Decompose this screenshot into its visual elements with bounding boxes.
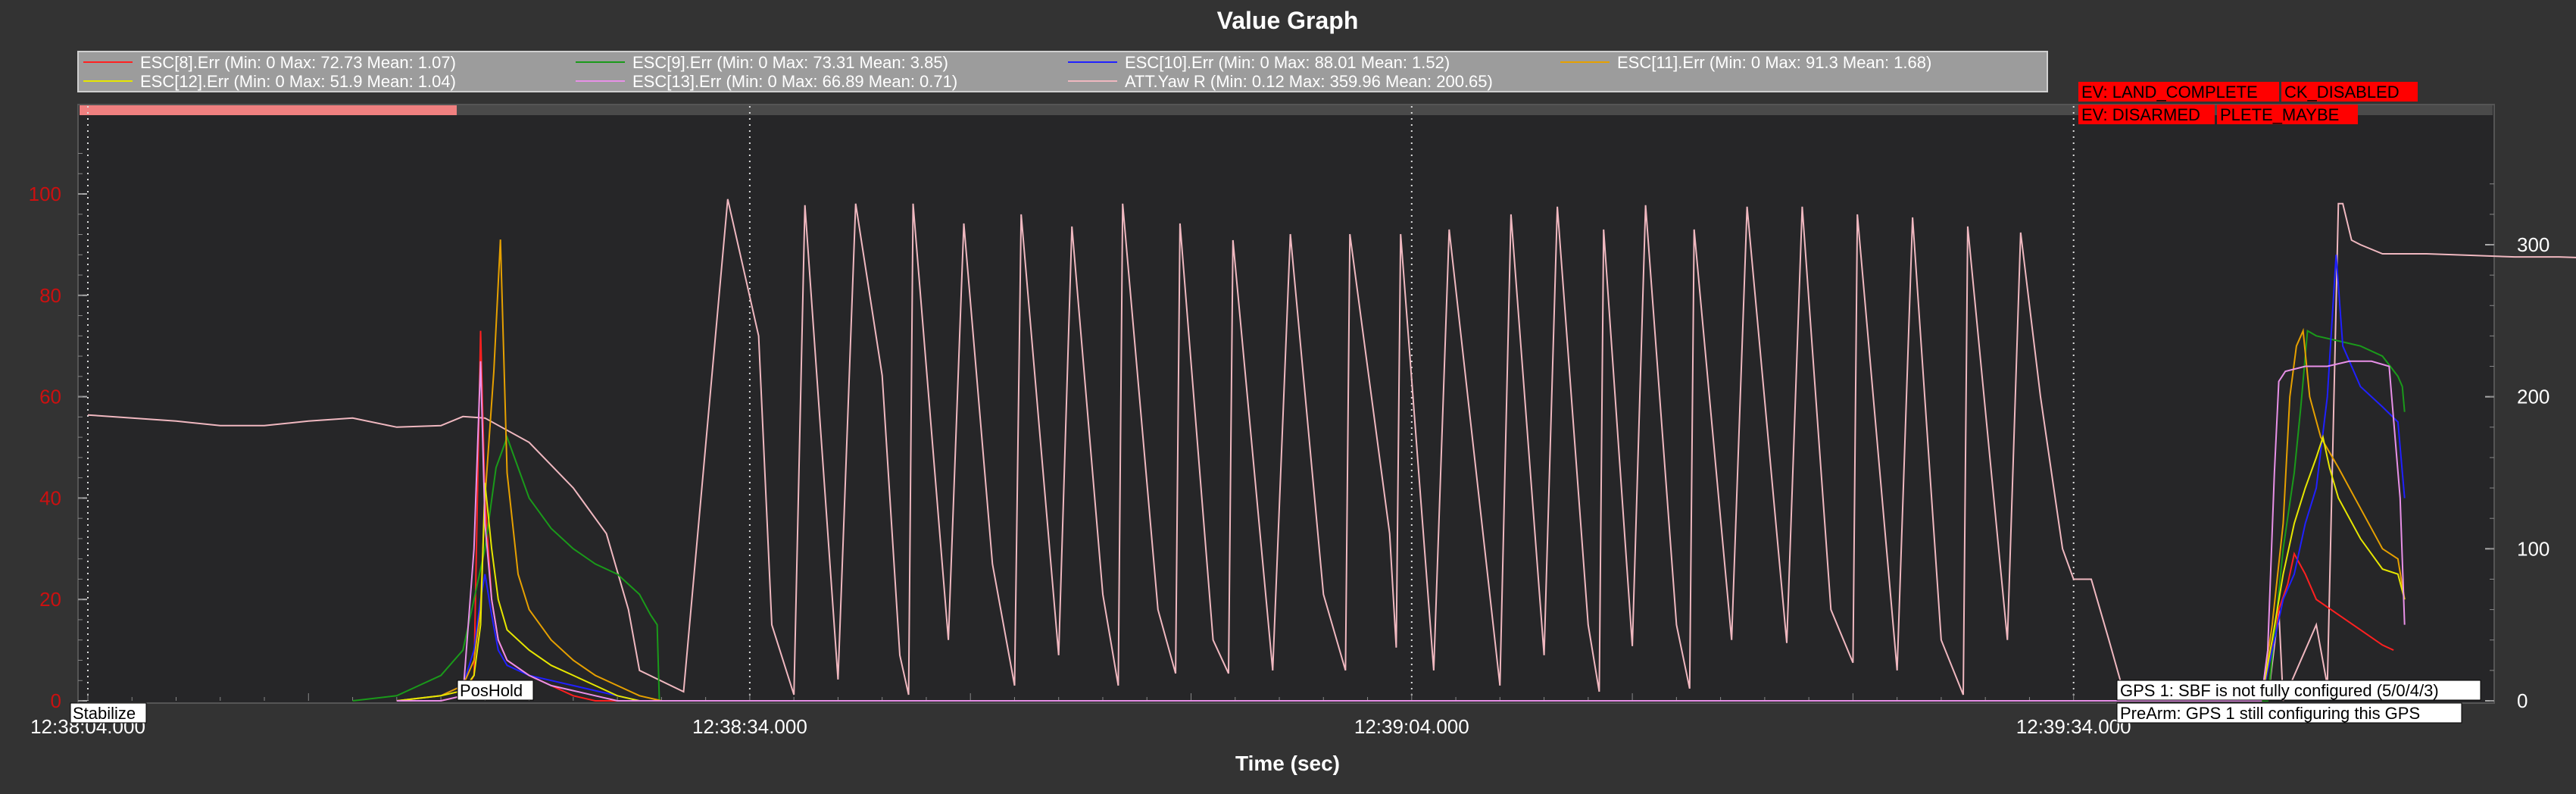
legend-entry: ESC[11].Err (Min: 0 Max: 91.3 Mean: 1.68… bbox=[1617, 53, 1931, 72]
left-tick-label: 40 bbox=[39, 486, 61, 509]
mode-tag-box-stabilize bbox=[70, 702, 147, 724]
legend-box bbox=[77, 51, 2048, 92]
x-axis-label: Time (sec) bbox=[1235, 752, 1340, 775]
legend-entry: ESC[12].Err (Min: 0 Max: 51.9 Mean: 1.04… bbox=[140, 72, 456, 91]
event-label-disarmed: EV: DISARMED bbox=[2081, 105, 2200, 124]
x-tick-label: 12:39:04.000 bbox=[1354, 715, 1469, 738]
mode-tag-poshold: PosHold bbox=[460, 681, 523, 700]
message-sbf-config: GPS 1: SBF is not fully configured (5/0/… bbox=[2120, 681, 2439, 700]
series-esc13-err bbox=[396, 360, 2406, 702]
event-label-plete-maybe: PLETE_MAYBE bbox=[2220, 105, 2339, 124]
legend: ESC[8].Err (Min: 0 Max: 72.73 Mean: 1.07… bbox=[77, 51, 2048, 92]
right-tick-label: 100 bbox=[2517, 537, 2549, 560]
series-esc8-err bbox=[396, 330, 2394, 702]
mode-tag-stabilize: Stabilize bbox=[73, 704, 136, 723]
right-tick-label: 200 bbox=[2517, 386, 2549, 408]
left-tick-label: 60 bbox=[39, 386, 61, 408]
x-tick-label: 12:39:34.000 bbox=[2016, 715, 2131, 738]
top-strip bbox=[457, 105, 2493, 115]
legend-entry: ESC[9].Err (Min: 0 Max: 73.31 Mean: 3.85… bbox=[632, 53, 948, 72]
legend-entry: ESC[13].Err (Min: 0 Max: 66.89 Mean: 0.7… bbox=[632, 72, 957, 91]
x-axis: 12:38:04.000 12:38:34.000 12:39:04.000 12:3… bbox=[30, 693, 2131, 738]
right-tick-label: 0 bbox=[2517, 689, 2528, 712]
x-tick-label: 12:38:34.000 bbox=[692, 715, 807, 738]
series-group bbox=[87, 198, 2576, 702]
plot-area bbox=[77, 104, 2495, 704]
message-box-2 bbox=[2116, 702, 2462, 724]
legend-entry: ATT.Yaw R (Min: 0.12 Max: 359.96 Mean: 2… bbox=[1125, 72, 1493, 91]
series-att-yaw-late bbox=[2267, 202, 2576, 702]
event-label-ck-disabled: CK_DISABLED bbox=[2284, 83, 2400, 102]
left-tick-label: 100 bbox=[29, 183, 61, 205]
left-y-axis: 0 20 40 60 80 100 bbox=[29, 152, 87, 712]
series-att-yaw bbox=[87, 198, 2125, 696]
legend-entry: ESC[10].Err (Min: 0 Max: 88.01 Mean: 1.5… bbox=[1125, 53, 1450, 72]
event-box-2 bbox=[2281, 82, 2418, 102]
gps-messages: GPS 1: SBF is not fully configured (5/0/… bbox=[2116, 680, 2481, 724]
mode-tag-box-poshold bbox=[457, 680, 534, 701]
chart-title: Value Graph bbox=[1217, 7, 1359, 34]
event-box-4 bbox=[2217, 105, 2358, 124]
legend-entry: ESC[8].Err (Min: 0 Max: 72.73 Mean: 1.07… bbox=[140, 53, 456, 72]
right-tick-label: 300 bbox=[2517, 233, 2549, 256]
event-markers: EV: LAND_COMPLETE CK_DISABLED EV: DISARM… bbox=[2078, 82, 2418, 124]
left-tick-label: 0 bbox=[51, 689, 61, 712]
left-tick-label: 20 bbox=[39, 588, 61, 611]
mode-tags: Stabilize PosHold bbox=[70, 680, 534, 724]
event-label-land-complete: EV: LAND_COMPLETE bbox=[2081, 83, 2258, 102]
vertical-gridlines bbox=[87, 106, 2075, 701]
event-box-3 bbox=[2078, 105, 2215, 124]
mode-bar bbox=[80, 105, 457, 115]
event-box-1 bbox=[2078, 82, 2279, 102]
right-y-axis: 0 100 200 300 bbox=[2485, 183, 2549, 712]
message-box-1 bbox=[2116, 680, 2481, 701]
message-prearm: PreArm: GPS 1 still configuring this GPS bbox=[2120, 704, 2420, 723]
left-tick-label: 80 bbox=[39, 284, 61, 307]
